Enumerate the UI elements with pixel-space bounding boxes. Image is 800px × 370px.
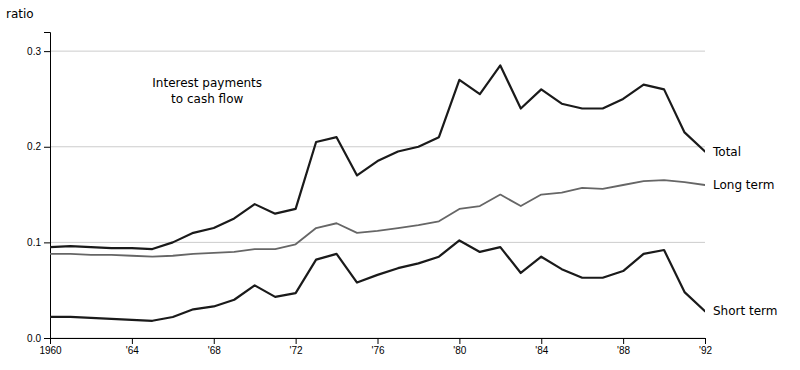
x-tick-mark: [705, 338, 706, 344]
y-tick: 0.3: [27, 46, 50, 57]
x-tick: '72: [290, 338, 303, 356]
grid-line: [50, 51, 705, 52]
x-tick-label: '68: [208, 345, 221, 356]
x-tick-mark: [296, 338, 297, 344]
x-tick: '76: [371, 338, 384, 356]
y-axis: 0.0 0.1 0.2 0.3: [27, 33, 50, 344]
x-tick: '92: [699, 338, 712, 356]
y-tick-mark: [44, 338, 50, 339]
y-tick-label: 0.1: [27, 237, 41, 248]
y-tick: 0.2: [27, 141, 50, 152]
chart: 1960 '64 '68 '72 '76 '80 '84 '88 '92 0.0 0.1 0.2 0.3…: [0, 0, 800, 370]
x-tick-mark: [378, 338, 379, 344]
series-line: [50, 240, 705, 320]
y-axis-line: [44, 33, 51, 339]
x-tick-mark: [623, 338, 624, 344]
grid-line: [50, 146, 705, 147]
series-line: [50, 180, 705, 257]
x-tick-label: '88: [617, 345, 630, 356]
x-tick: 1960: [39, 338, 62, 356]
x-tick: '88: [617, 338, 630, 356]
x-tick: '80: [453, 338, 466, 356]
x-tick-label: '72: [290, 345, 303, 356]
x-tick-label: '84: [535, 345, 548, 356]
x-tick-label: '76: [371, 345, 384, 356]
x-tick-mark: [541, 338, 542, 344]
x-tick-mark: [132, 338, 133, 344]
y-tick-mark: [44, 242, 50, 243]
grid: [50, 51, 705, 338]
y-tick: 0.1: [27, 237, 50, 248]
y-tick-mark: [44, 147, 50, 148]
y-tick-mark: [44, 51, 50, 52]
x-tick: '64: [126, 338, 139, 356]
lines: [50, 65, 705, 320]
y-tick-label: 0.2: [27, 141, 41, 152]
x-tick: '84: [535, 338, 548, 356]
annotation: to cash flow: [171, 92, 243, 106]
plot: 1960 '64 '68 '72 '76 '80 '84 '88 '92 0.0 0.1 0.2 0.3…: [6, 7, 778, 356]
x-tick-label: '92: [699, 345, 712, 356]
x-tick-label: '64: [126, 345, 139, 356]
series-label: Long term: [713, 178, 774, 192]
x-tick: '68: [208, 338, 221, 356]
series-line: [50, 65, 705, 249]
y-tick: 0.0: [27, 333, 50, 344]
x-tick-mark: [459, 338, 460, 344]
x-tick-mark: [214, 338, 215, 344]
y-tick-label: 0.0: [27, 333, 41, 344]
grid-line: [50, 242, 705, 243]
y-tick-label: 0.3: [27, 46, 41, 57]
x-tick-label: 1960: [39, 345, 62, 356]
x-tick-label: '80: [453, 345, 466, 356]
x-axis-line: [51, 339, 706, 345]
series-label: Total: [712, 145, 741, 159]
series-label: Short term: [713, 304, 778, 318]
annotation: Interest payments: [152, 76, 262, 90]
y-label: ratio: [6, 7, 34, 21]
x-axis: 1960 '64 '68 '72 '76 '80 '84 '88 '92: [39, 338, 712, 356]
